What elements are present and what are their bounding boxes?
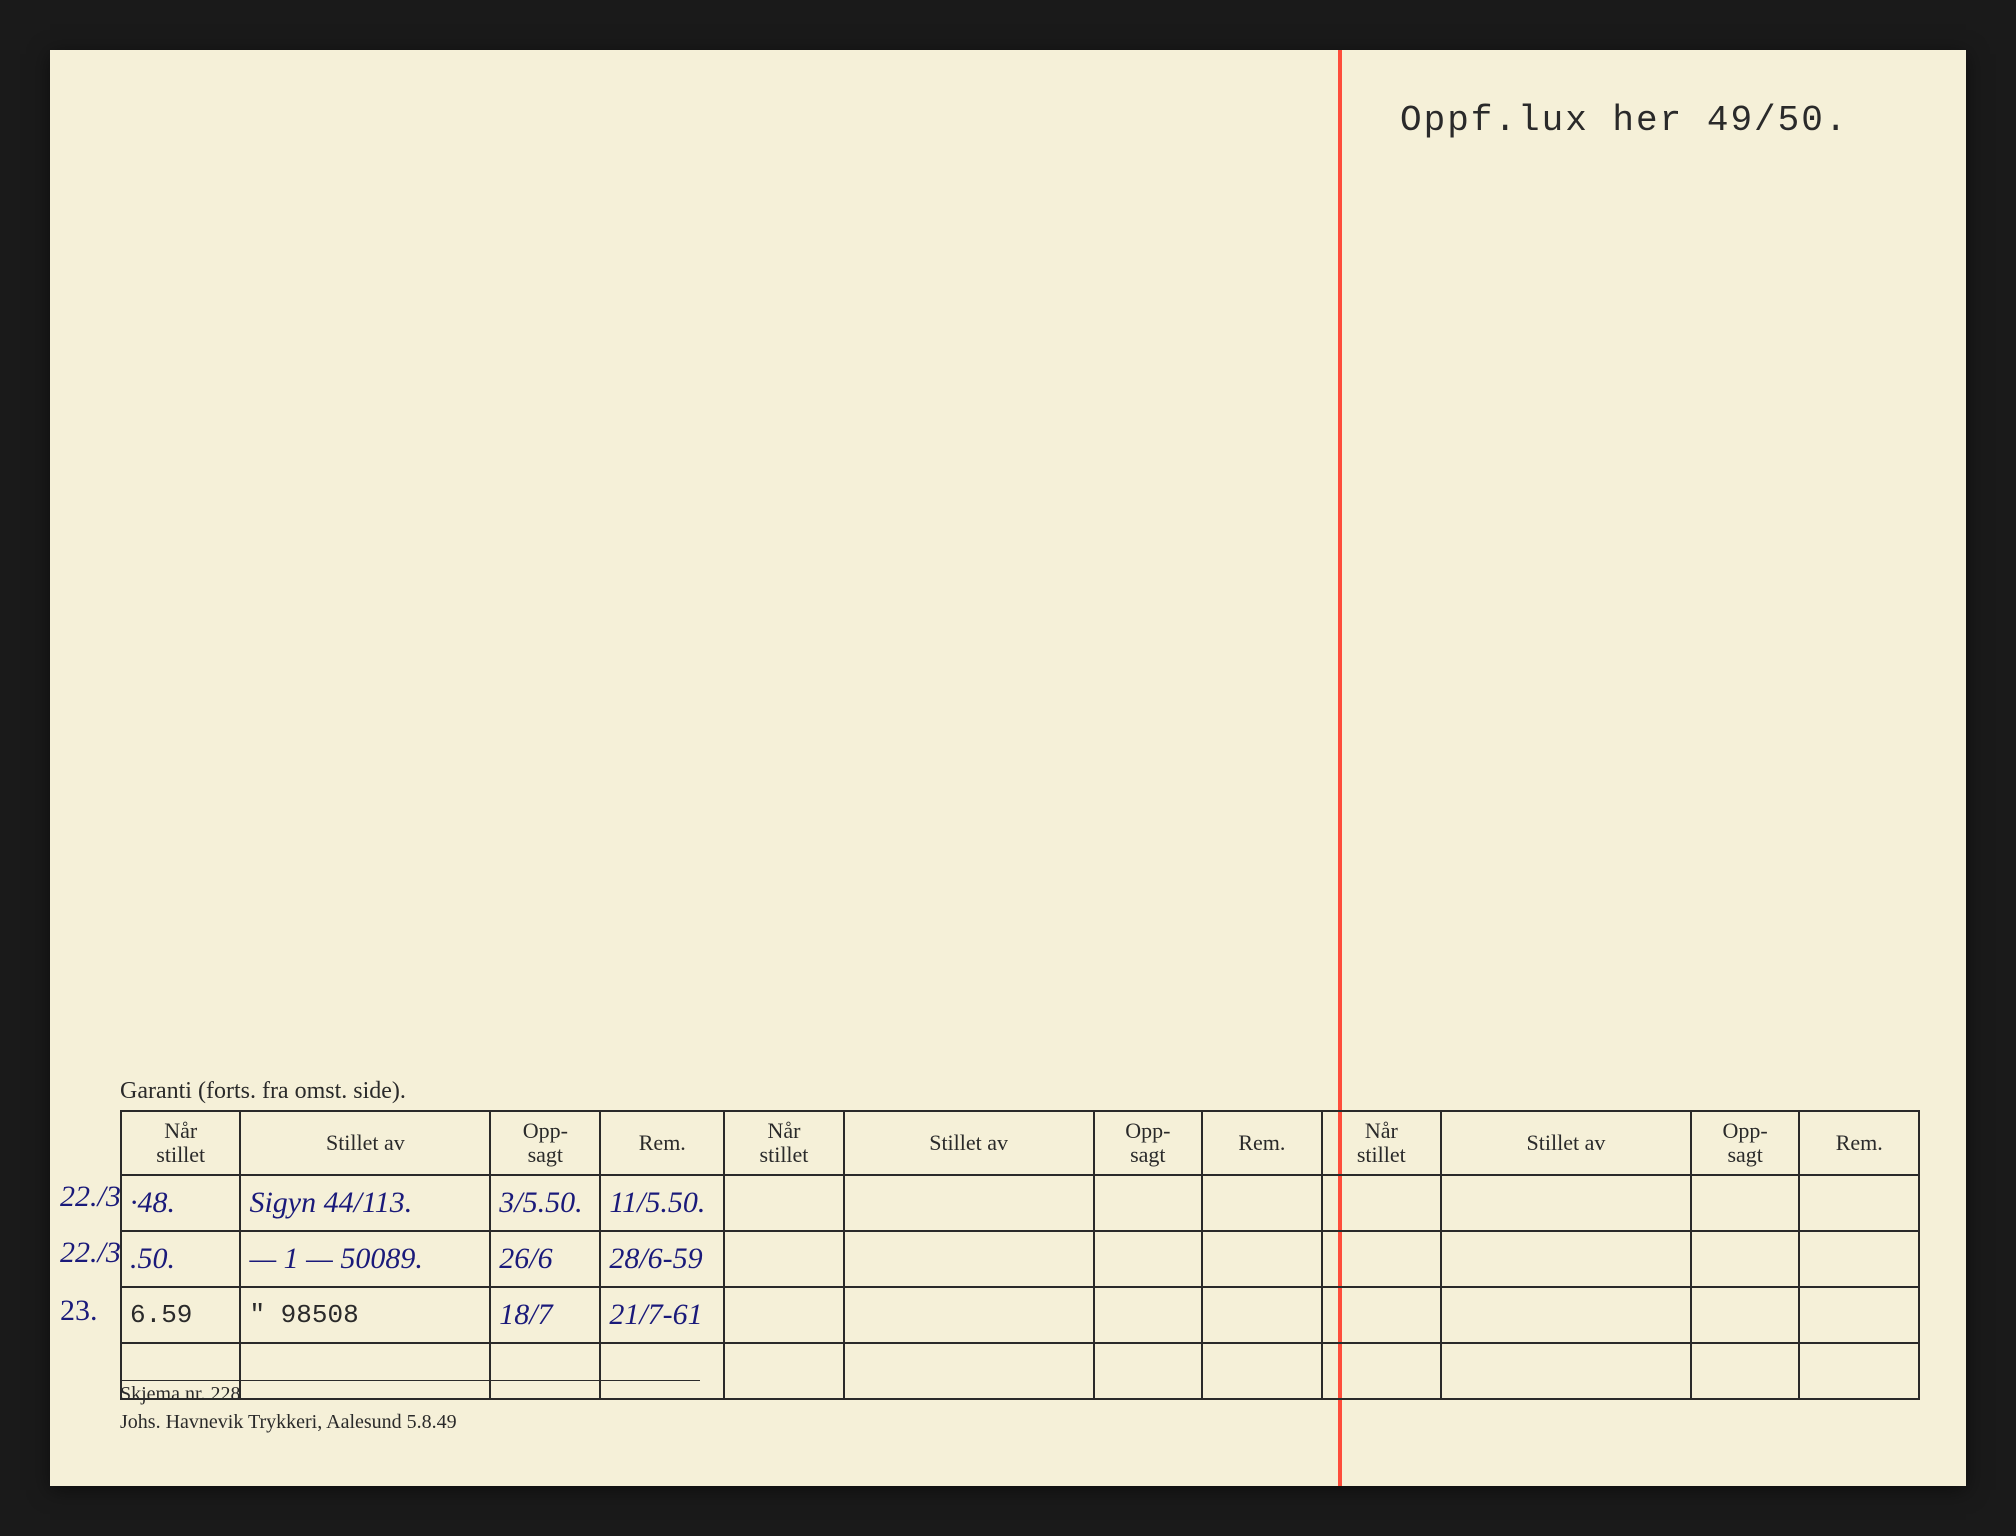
form-card: Oppf.lux her 49/50. Garanti (forts. fra … — [50, 50, 1966, 1486]
cell — [1202, 1287, 1321, 1343]
cell — [1202, 1231, 1321, 1287]
cell — [1094, 1231, 1203, 1287]
cell: " 98508 — [240, 1287, 490, 1343]
table-row: .50. — 1 — 50089. 26/6 28/6-59 — [121, 1231, 1919, 1287]
table-row: ·48. Sigyn 44/113. 3/5.50. 11/5.50. — [121, 1175, 1919, 1231]
cell — [1441, 1287, 1691, 1343]
margin-note-2: 23. — [60, 1294, 98, 1328]
cell — [1322, 1343, 1441, 1399]
cell: .50. — [121, 1231, 240, 1287]
cell — [1202, 1343, 1321, 1399]
footer-line-1: Skjema nr. 228 — [120, 1380, 457, 1408]
cell — [1322, 1175, 1441, 1231]
guarantee-table-wrap: Nårstillet Stillet av Opp-sagt Rem. Nårs… — [120, 1110, 1920, 1400]
cell — [724, 1343, 843, 1399]
cell — [1094, 1175, 1203, 1231]
cell — [1441, 1175, 1691, 1231]
footer-text: Skjema nr. 228 Johs. Havnevik Trykkeri, … — [120, 1380, 457, 1436]
table-header-row: Nårstillet Stillet av Opp-sagt Rem. Nårs… — [121, 1111, 1919, 1175]
cell — [1691, 1287, 1800, 1343]
cell — [844, 1231, 1094, 1287]
footer-line-2: Johs. Havnevik Trykkeri, Aalesund 5.8.49 — [120, 1408, 457, 1436]
guarantee-table: Nårstillet Stillet av Opp-sagt Rem. Nårs… — [120, 1110, 1920, 1400]
cell — [724, 1287, 843, 1343]
cell — [1441, 1231, 1691, 1287]
cell — [490, 1343, 600, 1399]
cell — [1322, 1231, 1441, 1287]
cell — [1799, 1175, 1919, 1231]
cell: 28/6-59 — [600, 1231, 724, 1287]
col-header: Rem. — [1202, 1111, 1321, 1175]
col-header: Stillet av — [240, 1111, 490, 1175]
section-label: Garanti (forts. fra omst. side). — [120, 1078, 406, 1105]
col-header: Nårstillet — [121, 1111, 240, 1175]
table-row: 6.59 " 98508 18/7 21/7-61 — [121, 1287, 1919, 1343]
cell: 21/7-61 — [600, 1287, 724, 1343]
cell: Sigyn 44/113. — [240, 1175, 490, 1231]
cell: 3/5.50. — [490, 1175, 600, 1231]
cell: 11/5.50. — [600, 1175, 724, 1231]
col-header: Rem. — [1799, 1111, 1919, 1175]
margin-note-1: 22./3 — [60, 1236, 121, 1270]
col-header: Nårstillet — [724, 1111, 843, 1175]
col-header: Stillet av — [1441, 1111, 1691, 1175]
cell — [844, 1287, 1094, 1343]
cell: 18/7 — [490, 1287, 600, 1343]
cell — [1799, 1343, 1919, 1399]
cell — [1094, 1343, 1203, 1399]
cell: 6.59 — [121, 1287, 240, 1343]
cell: ·48. — [121, 1175, 240, 1231]
col-header: Opp-sagt — [490, 1111, 600, 1175]
cell — [1799, 1231, 1919, 1287]
cell — [844, 1343, 1094, 1399]
cell — [1691, 1231, 1800, 1287]
cell — [1691, 1343, 1800, 1399]
col-header: Opp-sagt — [1691, 1111, 1800, 1175]
col-header: Rem. — [600, 1111, 724, 1175]
header-typed-text: Oppf.lux her 49/50. — [1400, 100, 1848, 141]
col-header: Stillet av — [844, 1111, 1094, 1175]
cell: 26/6 — [490, 1231, 600, 1287]
col-header: Opp-sagt — [1094, 1111, 1203, 1175]
cell — [1799, 1287, 1919, 1343]
cell — [600, 1343, 724, 1399]
cell — [1322, 1287, 1441, 1343]
cell — [724, 1175, 843, 1231]
cell — [1441, 1343, 1691, 1399]
cell — [1202, 1175, 1321, 1231]
cell — [1691, 1175, 1800, 1231]
table-body: ·48. Sigyn 44/113. 3/5.50. 11/5.50. .50.… — [121, 1175, 1919, 1399]
col-header: Nårstillet — [1322, 1111, 1441, 1175]
cell: — 1 — 50089. — [240, 1231, 490, 1287]
margin-note-0: 22./3 — [60, 1180, 121, 1214]
cell — [1094, 1287, 1203, 1343]
cell — [724, 1231, 843, 1287]
cell — [844, 1175, 1094, 1231]
